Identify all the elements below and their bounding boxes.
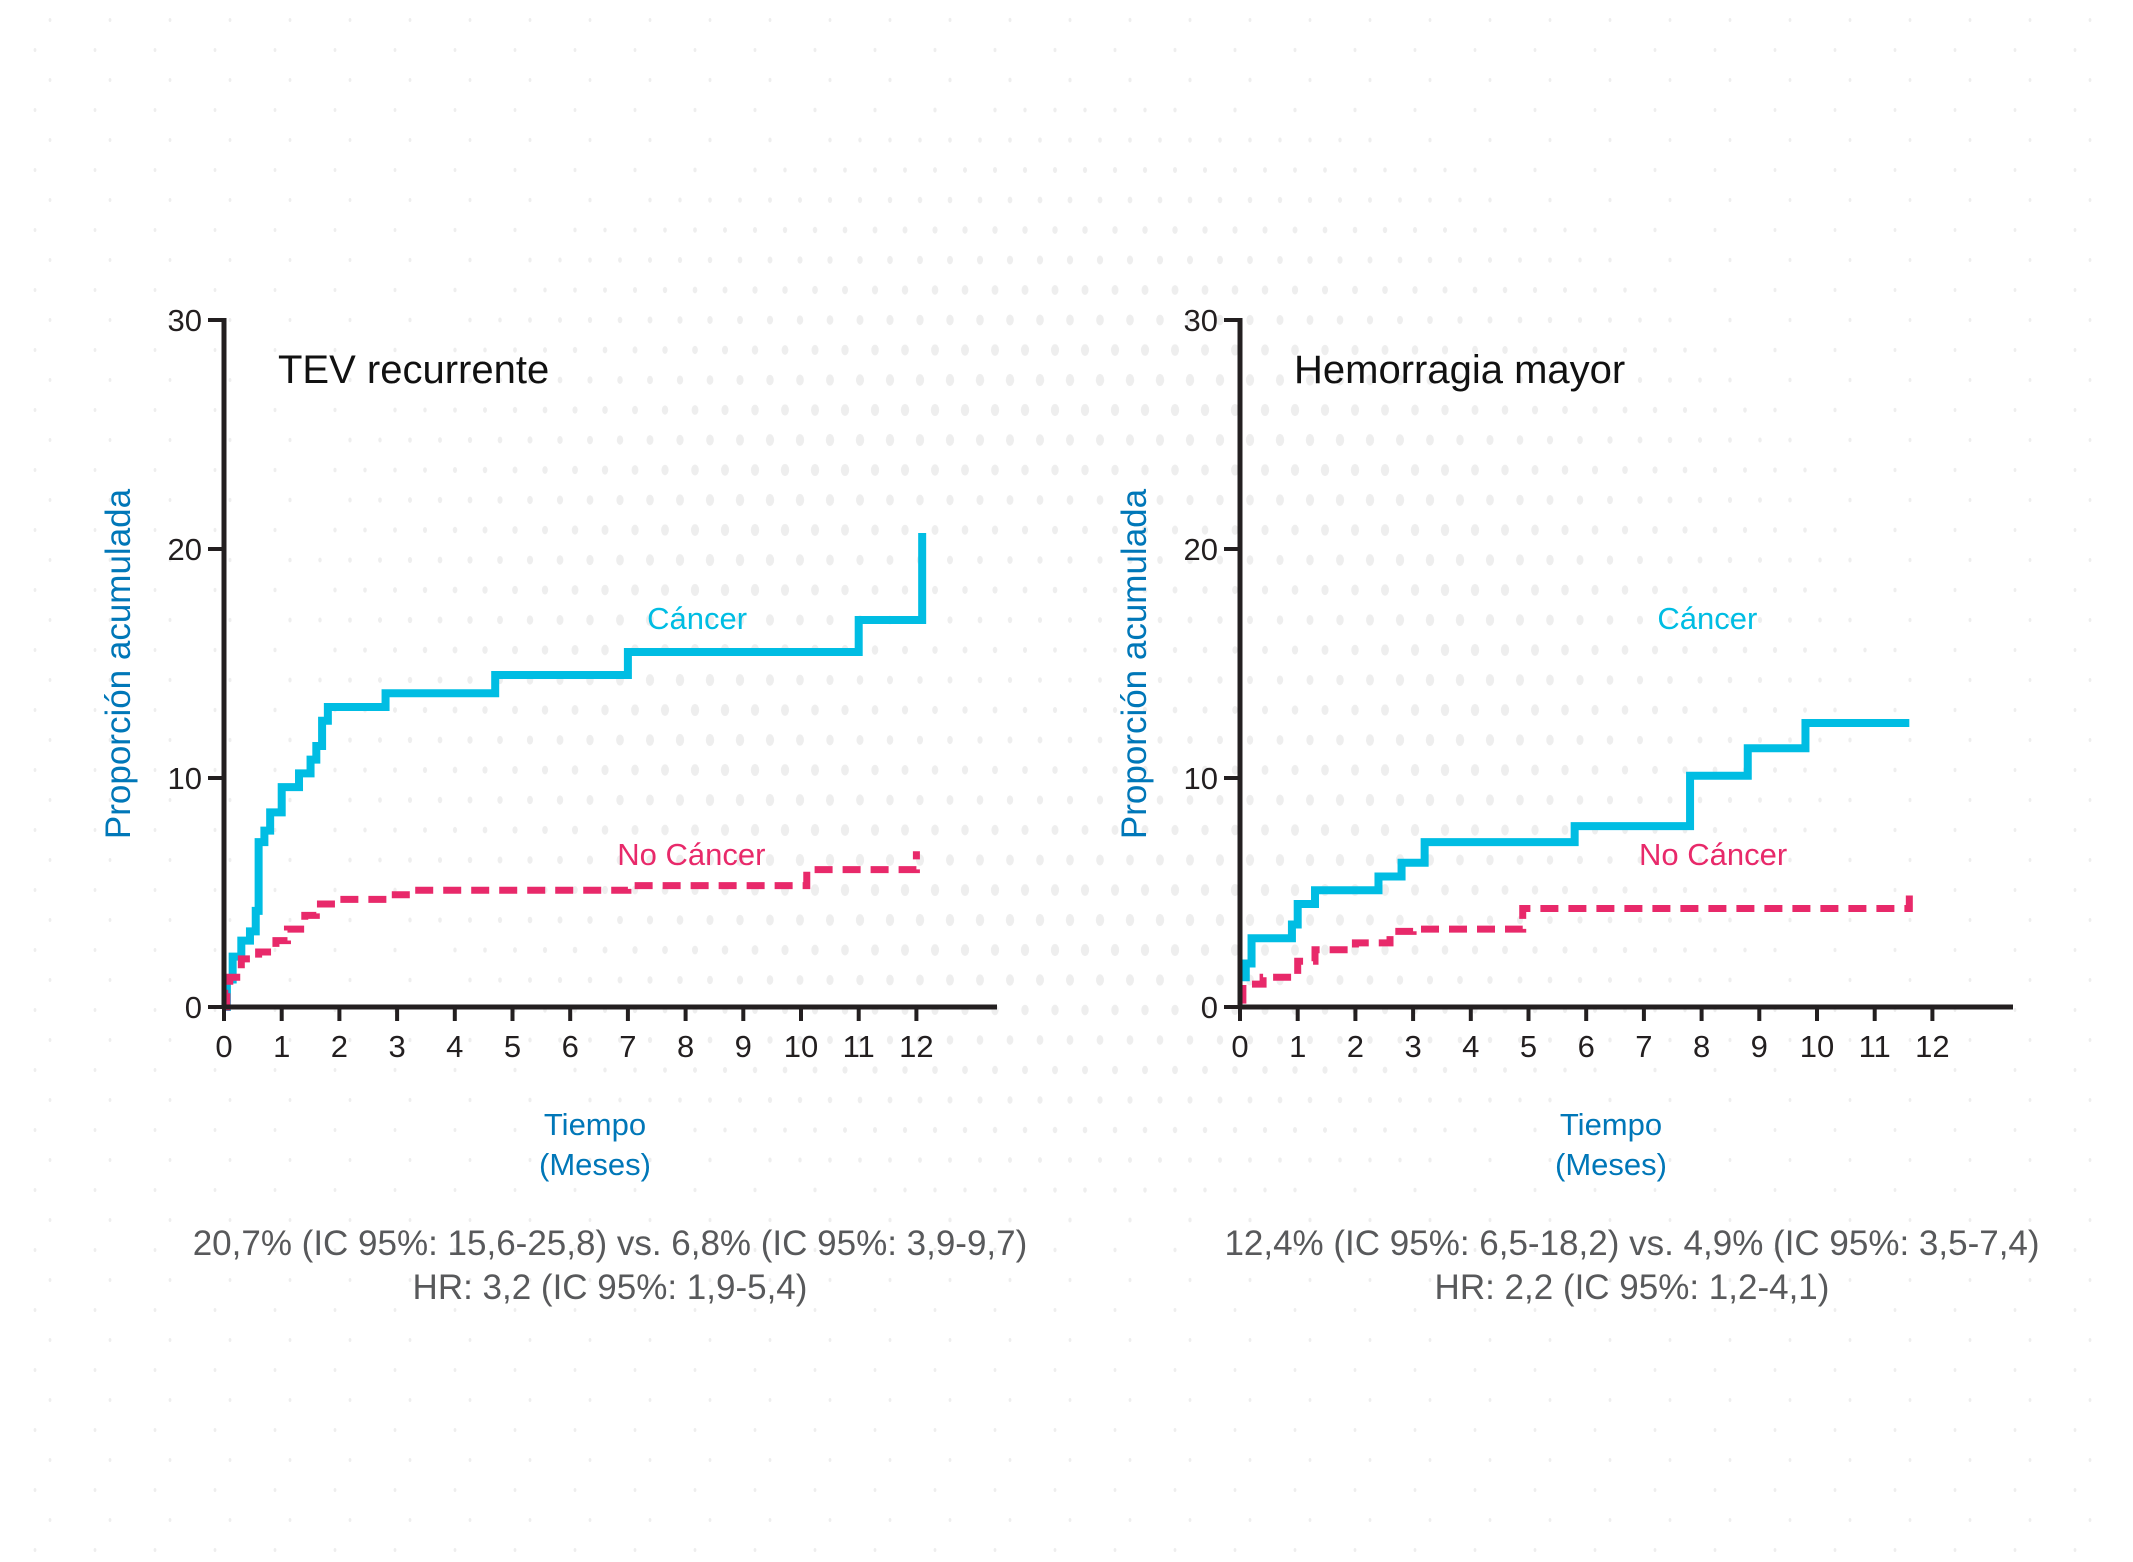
annotation-no-cancer: No Cáncer — [617, 837, 765, 872]
y-tick-label: 10 — [1184, 761, 1218, 796]
annotation-no-cancer: No Cáncer — [1639, 837, 1787, 872]
x-tick-label: 0 — [215, 1029, 232, 1064]
x-axis-label: Tiempo — [544, 1107, 646, 1142]
y-axis-label: Proporción acumulada — [99, 488, 138, 839]
x-tick-label: 4 — [446, 1029, 463, 1064]
x-tick-label: 4 — [1462, 1029, 1479, 1064]
x-axis-label-units: (Meses) — [539, 1147, 651, 1182]
x-tick-label: 9 — [735, 1029, 752, 1064]
x-tick-label: 5 — [504, 1029, 521, 1064]
series-line-no-cancer — [1239, 894, 1913, 1004]
y-tick-label: 0 — [185, 990, 202, 1025]
y-tick-label: 20 — [1184, 532, 1218, 567]
x-tick-label: 11 — [1859, 1029, 1891, 1064]
x-tick-label: 0 — [1231, 1029, 1248, 1064]
stats-tev-recurrente: 20,7% (IC 95%: 15,6-25,8) vs. 6,8% (IC 9… — [110, 1222, 1110, 1310]
stats-line-1: 12,4% (IC 95%: 6,5-18,2) vs. 4,9% (IC 95… — [1224, 1224, 2040, 1263]
y-tick-label: 20 — [168, 532, 202, 567]
stats-line-2: HR: 2,2 (IC 95%: 1,2-4,1) — [1434, 1268, 1830, 1307]
stats-hemorragia-mayor: 12,4% (IC 95%: 6,5-18,2) vs. 4,9% (IC 95… — [1132, 1222, 2132, 1310]
x-axis-label-units: (Meses) — [1555, 1147, 1667, 1182]
x-tick-label: 6 — [562, 1029, 579, 1064]
y-axis-label: Proporción acumulada — [1115, 488, 1154, 839]
x-tick-label: 3 — [1404, 1029, 1421, 1064]
series-line-no-cancer — [223, 851, 920, 1011]
x-tick-label: 8 — [677, 1029, 694, 1064]
stats-line-1: 20,7% (IC 95%: 15,6-25,8) vs. 6,8% (IC 9… — [192, 1224, 1028, 1263]
y-tick-label: 30 — [168, 303, 202, 338]
x-tick-label: 12 — [1915, 1029, 1949, 1064]
series-line-cancer — [1240, 719, 1910, 982]
x-tick-label: 1 — [1289, 1029, 1306, 1064]
x-tick-label: 5 — [1520, 1029, 1537, 1064]
x-tick-label: 8 — [1693, 1029, 1710, 1064]
x-tick-label: 2 — [331, 1029, 348, 1064]
annotation-cancer: Cáncer — [647, 601, 747, 636]
x-tick-label: 10 — [1800, 1029, 1834, 1064]
chart-title: TEV recurrente — [278, 348, 549, 392]
x-tick-label: 7 — [1635, 1029, 1652, 1064]
series-line-cancer — [222, 532, 927, 1011]
x-tick-label: 11 — [843, 1029, 875, 1064]
y-tick-label: 10 — [168, 761, 202, 796]
x-tick-label: 3 — [388, 1029, 405, 1064]
x-tick-label: 6 — [1578, 1029, 1595, 1064]
stats-line-2: HR: 3,2 (IC 95%: 1,9-5,4) — [412, 1268, 808, 1307]
y-tick-label: 30 — [1184, 303, 1218, 338]
x-tick-label: 2 — [1347, 1029, 1364, 1064]
x-tick-label: 7 — [619, 1029, 636, 1064]
x-tick-label: 1 — [273, 1029, 290, 1064]
x-tick-label: 12 — [899, 1029, 933, 1064]
chart-tev-recurrente: TEV recurrente Proporción acumulada Tiem… — [99, 303, 997, 1182]
x-tick-label: 9 — [1751, 1029, 1768, 1064]
y-tick-label: 0 — [1201, 990, 1218, 1025]
annotation-cancer: Cáncer — [1657, 601, 1757, 636]
chart-title: Hemorragia mayor — [1294, 348, 1625, 392]
x-axis-label: Tiempo — [1560, 1107, 1662, 1142]
x-tick-label: 10 — [784, 1029, 818, 1064]
